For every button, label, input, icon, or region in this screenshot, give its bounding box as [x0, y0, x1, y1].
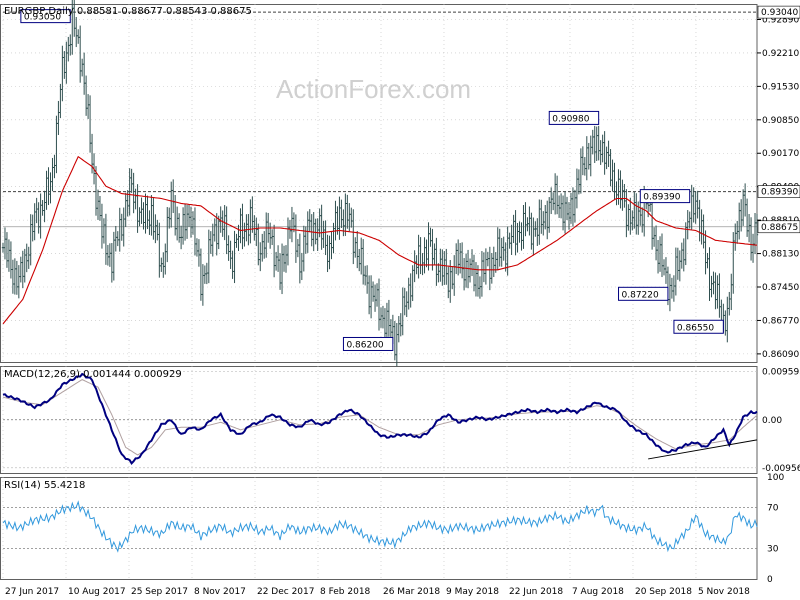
- x-tick-label: 8 Feb 2018: [320, 587, 371, 597]
- rsi-panel: [2, 500, 758, 553]
- price-y-label: 0.90850: [762, 116, 799, 126]
- rsi-y-label: 70: [767, 504, 779, 514]
- x-tick-label: 26 Mar 2018: [383, 587, 440, 597]
- moving-average-line: [2, 155, 758, 325]
- x-tick-label: 22 Dec 2017: [257, 587, 315, 597]
- x-tick-label: 25 Sep 2017: [131, 587, 188, 597]
- annotation-box: [673, 319, 724, 334]
- x-tick-label: 22 Jun 2018: [509, 587, 563, 597]
- x-tick-label: 7 Aug 2018: [572, 587, 624, 597]
- annotation-label: 0.86200: [346, 340, 383, 350]
- price-tag-box: [757, 220, 800, 234]
- price-y-label: 0.86770: [762, 316, 799, 326]
- x-tick-label: 8 Nov 2017: [194, 587, 246, 597]
- rsi-panel-frame: [0, 477, 758, 580]
- annotation-label: 0.87220: [622, 290, 659, 300]
- annotation-label: 0.89390: [643, 193, 680, 203]
- price-tag-box: [757, 185, 800, 198]
- annotation-label: 0.93050: [24, 13, 61, 23]
- rsi-y-label: 0: [767, 575, 773, 585]
- annotation-box: [20, 9, 71, 24]
- macd-panel: [2, 372, 758, 465]
- x-tick-label: 20 Sep 2018: [635, 587, 692, 597]
- grid-lines: [2, 4, 757, 579]
- axes: 27 Jun 2017 10 Aug 2017 25 Sep 2017 8 Nov 2…: [5, 5, 800, 597]
- symbol-header: EURGBP,Daily 0.88581 0.88677 0.88543 0.8…: [4, 6, 252, 17]
- watermark: ActionForex.com: [276, 74, 471, 104]
- macd-trendline: [648, 439, 758, 460]
- annotation-label: 0.86550: [677, 323, 714, 333]
- macd-signal-line: [2, 379, 758, 456]
- x-tick-label: 10 Aug 2017: [68, 587, 126, 597]
- price-y-label: 0.92890: [762, 15, 799, 25]
- price-tag-label: 0.88675: [761, 223, 798, 233]
- rsi-y-label: 30: [767, 544, 779, 554]
- x-tick-label: 9 May 2018: [446, 587, 499, 597]
- price-tag-label: 0.89390: [761, 188, 798, 198]
- annotation-box: [639, 189, 691, 204]
- price-y-label: 0.92210: [762, 49, 799, 59]
- x-tick-label: 5 Nov 2018: [698, 587, 750, 597]
- price-y-label: 0.90170: [762, 149, 799, 159]
- price-tag-box: [757, 5, 800, 19]
- price-tag-label: 0.93040: [761, 8, 798, 18]
- price-y-label: 0.91530: [762, 82, 799, 92]
- macd-y-label: 0.009593: [762, 368, 800, 378]
- price-y-label: 0.87450: [762, 283, 799, 293]
- x-tick-label: 27 Jun 2017: [5, 587, 59, 597]
- price-y-label: 0.88130: [762, 250, 799, 260]
- macd-title: MACD(12,26,9) 0.001444 0.000929: [4, 369, 182, 380]
- rsi-y-label: 100: [767, 473, 784, 483]
- annotation-label: 0.90980: [552, 114, 589, 124]
- macd-line: [2, 372, 758, 465]
- macd-y-label: -0.009562: [762, 464, 800, 474]
- price-panel: 0.93050 0.86200 0.90980 0.89390 0.87220 0.865…: [1, 0, 759, 367]
- annotation-box: [342, 336, 394, 351]
- price-y-label: 0.86090: [762, 350, 799, 360]
- price-panel-frame: [0, 4, 758, 363]
- annotation-box: [618, 286, 669, 301]
- macd-y-label: 0.00: [762, 416, 782, 426]
- annotation-box: [548, 110, 600, 125]
- rsi-line: [2, 500, 758, 553]
- rsi-title: RSI(14) 55.4218: [4, 480, 85, 491]
